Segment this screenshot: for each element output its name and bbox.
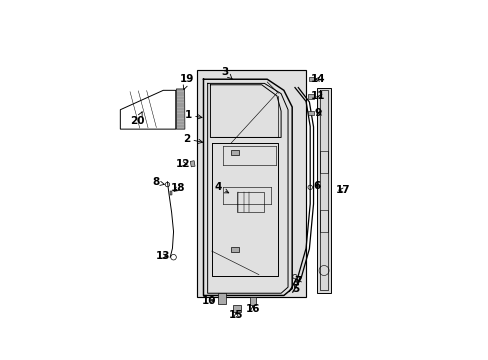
Bar <box>320 151 327 174</box>
Bar <box>320 210 327 232</box>
Text: 6: 6 <box>312 181 320 191</box>
Text: 7: 7 <box>294 276 302 286</box>
Text: 17: 17 <box>335 185 349 195</box>
Text: 14: 14 <box>310 74 325 84</box>
Text: 12: 12 <box>176 159 190 169</box>
Text: 18: 18 <box>170 184 185 193</box>
Text: 19: 19 <box>180 74 194 89</box>
Polygon shape <box>120 90 175 129</box>
Bar <box>308 77 314 81</box>
Text: 10: 10 <box>202 296 216 306</box>
Polygon shape <box>176 89 184 129</box>
Bar <box>218 293 226 304</box>
Bar <box>236 192 264 212</box>
Bar <box>231 150 239 155</box>
Bar <box>190 161 195 167</box>
Text: 16: 16 <box>245 304 260 314</box>
Bar <box>307 94 313 99</box>
Bar <box>231 247 239 252</box>
Bar <box>233 305 240 311</box>
Bar <box>196 69 305 297</box>
Text: 3: 3 <box>221 67 232 79</box>
Text: 4: 4 <box>214 183 228 193</box>
Polygon shape <box>317 87 330 293</box>
Text: 20: 20 <box>130 112 144 126</box>
Bar <box>249 297 256 305</box>
Bar <box>169 191 172 195</box>
Text: 2: 2 <box>183 134 202 144</box>
Text: 9: 9 <box>314 108 322 118</box>
Text: 11: 11 <box>311 91 325 102</box>
Bar <box>307 111 313 115</box>
Text: 15: 15 <box>228 310 243 320</box>
Text: 8: 8 <box>152 177 164 187</box>
Text: 13: 13 <box>156 251 170 261</box>
Text: 1: 1 <box>184 110 202 120</box>
Text: 5: 5 <box>291 280 299 294</box>
